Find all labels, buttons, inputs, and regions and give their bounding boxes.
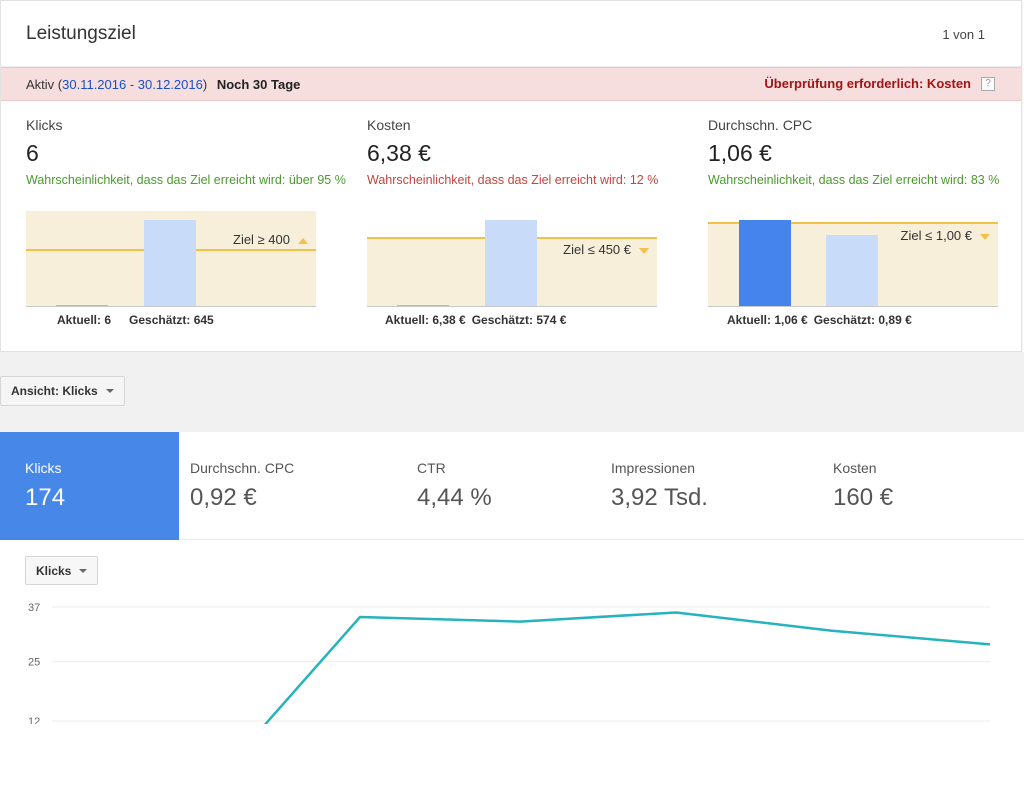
estimated-bar xyxy=(485,220,537,307)
goal-metric-clicks: Klicks 6 Wahrscheinlichkeit, dass das Zi… xyxy=(26,117,366,187)
scorecard-cost[interactable]: Kosten 160 € xyxy=(814,432,1024,540)
scorecard-label: CTR xyxy=(417,460,446,476)
chevron-down-icon xyxy=(105,389,114,393)
metric-value: 6 xyxy=(26,140,39,166)
goal-status-bar: Aktiv (30.11.2016 - 30.12.2016) Noch 30 … xyxy=(1,67,1021,101)
metric-label: Klicks xyxy=(26,117,63,133)
estimated-value-label: Geschätzt: 574 € xyxy=(471,313,567,327)
cpc-chart-legend: Aktuell: 1,06 € Geschätzt: 0,89 € xyxy=(727,313,912,327)
review-required-text: Überprüfung erforderlich: Kosten xyxy=(764,76,971,91)
goal-date-range-link[interactable]: 30.11.2016 - 30.12.2016 xyxy=(62,77,203,92)
blank-footer xyxy=(0,724,1024,801)
clicks-line-chart: 37 25 12 xyxy=(28,602,991,724)
scorecard-clicks[interactable]: Klicks 174 xyxy=(0,432,179,540)
goal-header: Leistungsziel 1 von 1 xyxy=(1,1,1021,67)
estimated-value-label: Geschätzt: 645 xyxy=(129,313,214,327)
cost-goal-chart: Ziel ≤ 450 € xyxy=(367,211,657,307)
scorecard-label: Kosten xyxy=(833,460,877,476)
metric-probability: Wahrscheinlichkeit, dass das Ziel erreic… xyxy=(708,173,1000,187)
scorecard-impressions[interactable]: Impressionen 3,92 Tsd. xyxy=(594,432,814,540)
chart-baseline xyxy=(367,306,657,307)
view-toolbar: Ansicht: Klicks xyxy=(0,352,1024,432)
metric-value: 1,06 € xyxy=(708,140,772,166)
scorecard-value: 160 € xyxy=(833,484,894,511)
performance-goal-card: Leistungsziel 1 von 1 Aktiv (30.11.2016 … xyxy=(0,0,1022,352)
scorecard-label: Durchschn. CPC xyxy=(190,460,295,476)
scorecard-label: Impressionen xyxy=(611,460,696,476)
scorecard-row: Klicks 174 Durchschn. CPC 0,92 € CTR 4,4… xyxy=(0,432,1024,540)
status-active-suffix: ) xyxy=(202,77,208,92)
status-active-label: Aktiv ( xyxy=(26,77,63,92)
y-tick-label: 37 xyxy=(28,602,40,614)
scorecard-value: 0,92 € xyxy=(190,484,257,511)
help-icon[interactable]: ? xyxy=(981,76,995,91)
scorecard-value: 3,92 Tsd. xyxy=(611,484,708,511)
view-dropdown[interactable]: Ansicht: Klicks xyxy=(0,376,125,406)
metric-label: Durchschn. CPC xyxy=(708,117,813,133)
scorecard-label: Klicks xyxy=(25,460,62,476)
days-remaining: Noch 30 Tage xyxy=(216,77,301,92)
cost-chart-legend: Aktuell: 6,38 € Geschätzt: 574 € xyxy=(385,313,566,327)
goal-metric-cost: Kosten 6,38 € Wahrscheinlichkeit, dass d… xyxy=(367,117,707,187)
goal-pager: 1 von 1 xyxy=(942,27,985,42)
clicks-series-line xyxy=(263,611,991,724)
actual-value-label: Aktuell: 1,06 € xyxy=(727,313,808,327)
cpc-goal-chart: Ziel ≤ 1,00 € xyxy=(708,211,998,307)
arrow-down-icon xyxy=(639,247,649,254)
chart-metric-label: Klicks xyxy=(36,563,72,578)
estimated-value-label: Geschätzt: 0,89 € xyxy=(813,313,912,327)
chart-metric-dropdown[interactable]: Klicks xyxy=(25,556,99,585)
goal-threshold-line xyxy=(708,222,998,224)
scorecard-ctr[interactable]: CTR 4,44 % xyxy=(399,432,594,540)
metric-probability: Wahrscheinlichkeit, dass das Ziel erreic… xyxy=(367,173,659,187)
goal-status-text: Aktiv (30.11.2016 - 30.12.2016) Noch 30 … xyxy=(26,77,300,92)
goal-title: Leistungsziel xyxy=(26,23,136,44)
y-tick-label: 12 xyxy=(28,716,40,724)
goal-threshold-label: Ziel ≤ 450 € xyxy=(563,242,649,257)
goal-threshold-label: Ziel ≥ 400 xyxy=(233,232,308,247)
clicks-goal-chart: Ziel ≥ 400 xyxy=(26,211,316,307)
actual-value-label: Aktuell: 6 xyxy=(57,313,112,327)
estimated-bar xyxy=(826,235,878,307)
goal-threshold-label: Ziel ≤ 1,00 € xyxy=(901,228,990,243)
review-notice: Überprüfung erforderlich: Kosten ? xyxy=(764,76,995,91)
metric-label: Kosten xyxy=(367,117,411,133)
chevron-down-icon xyxy=(79,568,88,573)
scorecard-value: 4,44 % xyxy=(417,484,492,511)
chart-baseline xyxy=(26,306,316,307)
actual-bar xyxy=(739,220,791,307)
y-tick-label: 25 xyxy=(28,657,40,669)
estimated-bar xyxy=(144,220,196,307)
clicks-chart-legend: Aktuell: 6 Geschätzt: 645 xyxy=(57,313,214,327)
chart-baseline xyxy=(708,306,998,307)
goal-metric-avg-cpc: Durchschn. CPC 1,06 € Wahrscheinlichkeit… xyxy=(708,117,1024,187)
view-dropdown-label: Ansicht: Klicks xyxy=(11,384,98,398)
actual-value-label: Aktuell: 6,38 € xyxy=(385,313,466,327)
metric-probability: Wahrscheinlichkeit, dass das Ziel erreic… xyxy=(26,173,346,187)
arrow-up-icon xyxy=(298,237,308,244)
scorecard-value: 174 xyxy=(25,484,66,511)
arrow-down-icon xyxy=(980,233,990,240)
metric-value: 6,38 € xyxy=(367,140,431,166)
scorecard-avg-cpc[interactable]: Durchschn. CPC 0,92 € xyxy=(179,432,399,540)
